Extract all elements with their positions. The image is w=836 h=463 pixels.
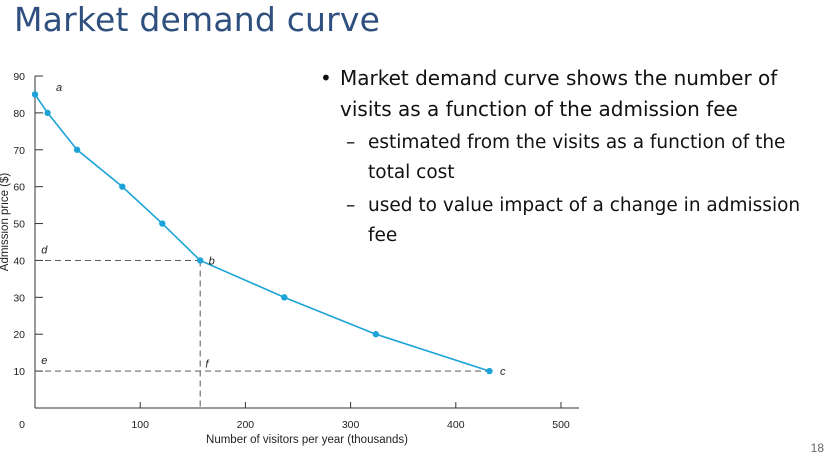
x-tick-label: 100 bbox=[131, 419, 149, 431]
sub-bullet-list: estimated from the visits as a function … bbox=[318, 128, 818, 251]
point-label: d bbox=[41, 244, 48, 256]
data-point bbox=[196, 257, 204, 264]
bullet-main: Market demand curve shows the number of … bbox=[318, 63, 818, 125]
data-point bbox=[486, 367, 493, 375]
y-tick-label: 10 bbox=[13, 366, 25, 378]
data-point bbox=[372, 331, 380, 338]
x-axis-label: Number of visitors per year (thousands) bbox=[206, 434, 408, 446]
data-point bbox=[44, 109, 51, 117]
y-tick-label: 60 bbox=[13, 182, 25, 194]
point-annotations: a b c d e f bbox=[41, 82, 506, 378]
point-label: a bbox=[56, 82, 62, 94]
sub-bullet-item: estimated from the visits as a function … bbox=[346, 128, 818, 188]
reference-lines bbox=[35, 259, 490, 408]
data-point bbox=[31, 91, 39, 98]
y-tick-label: 70 bbox=[13, 145, 25, 157]
data-point bbox=[73, 146, 81, 153]
data-point bbox=[281, 294, 288, 301]
point-label: e bbox=[41, 355, 47, 367]
point-label: f bbox=[205, 359, 209, 371]
x-tick-label: 400 bbox=[447, 419, 465, 431]
point-label: c bbox=[500, 366, 506, 378]
y-axis-label: Admission price ($) bbox=[0, 173, 11, 272]
x-tick-label: 0 bbox=[19, 419, 25, 431]
x-tick-label: 300 bbox=[342, 419, 360, 431]
y-tick-label: 80 bbox=[13, 108, 25, 120]
slide-title: Market demand curve bbox=[14, 0, 381, 39]
demand-series bbox=[31, 91, 493, 375]
y-tick-label: 20 bbox=[13, 329, 25, 341]
page-number: 18 bbox=[810, 441, 824, 455]
y-tick-label: 90 bbox=[13, 71, 25, 83]
y-tick-label: 50 bbox=[13, 219, 25, 231]
chart-axes: 10 20 30 40 50 60 70 80 90 0 100 200 300 400 500 bbox=[13, 71, 579, 431]
x-tick-label: 200 bbox=[237, 419, 255, 431]
sub-bullet-item: used to value impact of a change in admi… bbox=[346, 191, 818, 251]
point-label: b bbox=[209, 255, 215, 267]
data-point bbox=[119, 183, 126, 190]
y-tick-label: 30 bbox=[13, 292, 25, 304]
x-tick-label: 500 bbox=[552, 419, 570, 431]
bullet-list: Market demand curve shows the number of … bbox=[318, 63, 818, 254]
data-point bbox=[159, 220, 166, 227]
y-tick-label: 40 bbox=[13, 255, 25, 267]
